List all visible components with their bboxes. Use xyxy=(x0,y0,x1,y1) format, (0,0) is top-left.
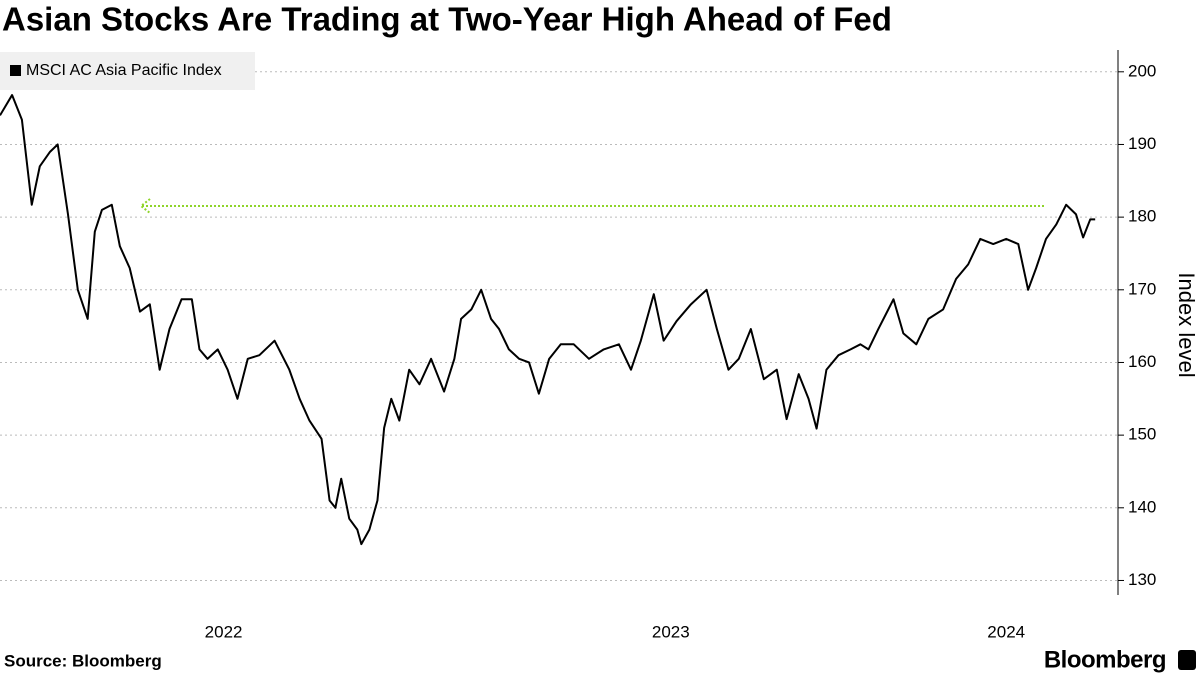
brand: Bloomberg xyxy=(1044,646,1166,673)
y-tick-label: 200 xyxy=(1128,61,1156,80)
y-tick-label: 190 xyxy=(1128,134,1156,153)
y-tick-label: 160 xyxy=(1128,352,1156,371)
y-tick-label: 170 xyxy=(1128,279,1156,298)
legend-label: MSCI AC Asia Pacific Index xyxy=(26,62,222,79)
chart-title: Asian Stocks Are Trading at Two-Year Hig… xyxy=(2,1,892,38)
y-tick-label: 140 xyxy=(1128,497,1156,516)
line xyxy=(0,94,1096,546)
arrow-head xyxy=(139,198,151,214)
legend-swatch xyxy=(10,65,21,76)
legend: MSCI AC Asia Pacific Index xyxy=(0,52,255,90)
y-tick-label: 150 xyxy=(1128,425,1156,444)
x-tick-label: 2023 xyxy=(652,622,690,641)
brand-icon xyxy=(1178,650,1196,670)
legend-box xyxy=(0,52,255,90)
annotation-arrow xyxy=(139,198,1046,214)
source: Source: Bloomberg xyxy=(4,651,162,670)
y-tick-label: 180 xyxy=(1128,207,1156,226)
x-tick-label: 2024 xyxy=(987,622,1025,641)
y-axis-label: Index level xyxy=(1174,272,1199,377)
x-tick-label: 2022 xyxy=(205,622,243,641)
y-tick-label: 130 xyxy=(1128,570,1156,589)
